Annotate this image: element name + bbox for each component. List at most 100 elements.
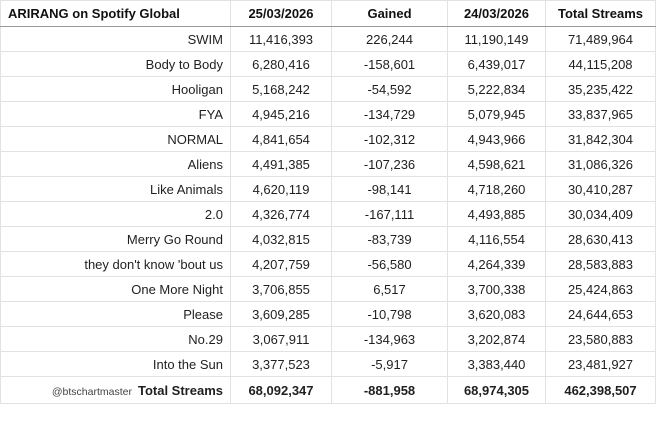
song-cell[interactable]: Body to Body xyxy=(0,51,231,77)
table-row: Like Animals 4,620,119 -98,141 4,718,260 30,… xyxy=(0,176,656,202)
song-cell[interactable]: Into the Sun xyxy=(0,351,231,377)
date-current-cell[interactable]: 4,620,119 xyxy=(230,176,332,202)
totals-date-current[interactable]: 68,092,347 xyxy=(230,376,332,404)
total-streams-cell[interactable]: 30,410,287 xyxy=(545,176,656,202)
song-cell[interactable]: they don't know 'bout us xyxy=(0,251,231,277)
gained-cell[interactable]: -107,236 xyxy=(331,151,448,177)
song-cell[interactable]: Merry Go Round xyxy=(0,226,231,252)
table-body: SWIM 11,416,393 226,244 11,190,149 71,489,96… xyxy=(0,26,656,377)
total-streams-cell[interactable]: 35,235,422 xyxy=(545,76,656,102)
date-current-cell[interactable]: 6,280,416 xyxy=(230,51,332,77)
date-previous-cell[interactable]: 11,190,149 xyxy=(447,26,546,52)
date-current-cell[interactable]: 11,416,393 xyxy=(230,26,332,52)
song-cell[interactable]: FYA xyxy=(0,101,231,127)
date-previous-cell[interactable]: 3,383,440 xyxy=(447,351,546,377)
total-streams-cell[interactable]: 31,842,304 xyxy=(545,126,656,152)
streams-table: ARIRANG on Spotify Global 25/03/2026 Gai… xyxy=(0,0,656,404)
song-cell[interactable]: Please xyxy=(0,301,231,327)
totals-label: Total Streams xyxy=(137,382,223,398)
gained-cell[interactable]: -134,963 xyxy=(331,326,448,352)
total-streams-cell[interactable]: 44,115,208 xyxy=(545,51,656,77)
total-streams-cell[interactable]: 30,034,409 xyxy=(545,201,656,227)
song-cell[interactable]: NORMAL xyxy=(0,126,231,152)
table-row: FYA 4,945,216 -134,729 5,079,945 33,837,965 xyxy=(0,101,656,127)
gained-cell[interactable]: -134,729 xyxy=(331,101,448,127)
header-gained[interactable]: Gained xyxy=(331,0,448,27)
date-current-cell[interactable]: 3,067,911 xyxy=(230,326,332,352)
gained-cell[interactable]: -102,312 xyxy=(331,126,448,152)
date-current-cell[interactable]: 4,841,654 xyxy=(230,126,332,152)
date-current-cell[interactable]: 3,609,285 xyxy=(230,301,332,327)
table-row: SWIM 11,416,393 226,244 11,190,149 71,489,96… xyxy=(0,26,656,52)
total-streams-cell[interactable]: 28,583,883 xyxy=(545,251,656,277)
date-previous-cell[interactable]: 4,718,260 xyxy=(447,176,546,202)
date-previous-cell[interactable]: 4,598,621 xyxy=(447,151,546,177)
table-row: Please 3,609,285 -10,798 3,620,083 24,644,65… xyxy=(0,301,656,327)
header-title[interactable]: ARIRANG on Spotify Global xyxy=(0,0,231,27)
gained-cell[interactable]: -167,111 xyxy=(331,201,448,227)
total-streams-cell[interactable]: 31,086,326 xyxy=(545,151,656,177)
header-date-previous[interactable]: 24/03/2026 xyxy=(447,0,546,27)
totals-gained[interactable]: -881,958 xyxy=(331,376,448,404)
date-current-cell[interactable]: 4,207,759 xyxy=(230,251,332,277)
date-previous-cell[interactable]: 6,439,017 xyxy=(447,51,546,77)
date-current-cell[interactable]: 3,706,855 xyxy=(230,276,332,302)
credit-handle: @btschartmaster xyxy=(51,385,132,398)
date-previous-cell[interactable]: 5,079,945 xyxy=(447,101,546,127)
table-row: One More Night 3,706,855 6,517 3,700,338 25,… xyxy=(0,276,656,302)
date-previous-cell[interactable]: 3,202,874 xyxy=(447,326,546,352)
total-streams-cell[interactable]: 23,481,927 xyxy=(545,351,656,377)
header-date-current[interactable]: 25/03/2026 xyxy=(230,0,332,27)
song-cell[interactable]: No.29 xyxy=(0,326,231,352)
date-previous-cell[interactable]: 4,116,554 xyxy=(447,226,546,252)
header-row: ARIRANG on Spotify Global 25/03/2026 Gai… xyxy=(0,0,656,27)
total-streams-cell[interactable]: 25,424,863 xyxy=(545,276,656,302)
gained-cell[interactable]: 6,517 xyxy=(331,276,448,302)
total-streams-cell[interactable]: 33,837,965 xyxy=(545,101,656,127)
gained-cell[interactable]: 226,244 xyxy=(331,26,448,52)
table-row: they don't know 'bout us 4,207,759 -56,580… xyxy=(0,251,656,277)
table-row: Merry Go Round 4,032,815 -83,739 4,116,554 2… xyxy=(0,226,656,252)
date-current-cell[interactable]: 3,377,523 xyxy=(230,351,332,377)
gained-cell[interactable]: -54,592 xyxy=(331,76,448,102)
song-cell[interactable]: One More Night xyxy=(0,276,231,302)
song-cell[interactable]: Aliens xyxy=(0,151,231,177)
date-previous-cell[interactable]: 4,493,885 xyxy=(447,201,546,227)
table-row: No.29 3,067,911 -134,963 3,202,874 23,580,88… xyxy=(0,326,656,352)
total-streams-cell[interactable]: 71,489,964 xyxy=(545,26,656,52)
date-previous-cell[interactable]: 4,264,339 xyxy=(447,251,546,277)
gained-cell[interactable]: -56,580 xyxy=(331,251,448,277)
total-streams-cell[interactable]: 23,580,883 xyxy=(545,326,656,352)
date-previous-cell[interactable]: 5,222,834 xyxy=(447,76,546,102)
gained-cell[interactable]: -158,601 xyxy=(331,51,448,77)
date-previous-cell[interactable]: 4,943,966 xyxy=(447,126,546,152)
table-row: Into the Sun 3,377,523 -5,917 3,383,440 23,4… xyxy=(0,351,656,377)
totals-row: @btschartmaster Total Streams 68,092,347 … xyxy=(0,376,656,404)
gained-cell[interactable]: -5,917 xyxy=(331,351,448,377)
song-cell[interactable]: 2.0 xyxy=(0,201,231,227)
date-previous-cell[interactable]: 3,700,338 xyxy=(447,276,546,302)
table-row: Aliens 4,491,385 -107,236 4,598,621 31,086,3… xyxy=(0,151,656,177)
total-streams-cell[interactable]: 24,644,653 xyxy=(545,301,656,327)
total-streams-cell[interactable]: 28,630,413 xyxy=(545,226,656,252)
song-cell[interactable]: Hooligan xyxy=(0,76,231,102)
date-current-cell[interactable]: 4,032,815 xyxy=(230,226,332,252)
song-cell[interactable]: SWIM xyxy=(0,26,231,52)
gained-cell[interactable]: -83,739 xyxy=(331,226,448,252)
table-row: Body to Body 6,280,416 -158,601 6,439,017 44… xyxy=(0,51,656,77)
table-row: NORMAL 4,841,654 -102,312 4,943,966 31,842,3… xyxy=(0,126,656,152)
date-previous-cell[interactable]: 3,620,083 xyxy=(447,301,546,327)
gained-cell[interactable]: -10,798 xyxy=(331,301,448,327)
song-cell[interactable]: Like Animals xyxy=(0,176,231,202)
date-current-cell[interactable]: 4,491,385 xyxy=(230,151,332,177)
date-current-cell[interactable]: 5,168,242 xyxy=(230,76,332,102)
date-current-cell[interactable]: 4,326,774 xyxy=(230,201,332,227)
date-current-cell[interactable]: 4,945,216 xyxy=(230,101,332,127)
header-total-streams[interactable]: Total Streams xyxy=(545,0,656,27)
totals-label-cell[interactable]: @btschartmaster Total Streams xyxy=(0,376,231,404)
gained-cell[interactable]: -98,141 xyxy=(331,176,448,202)
totals-total-streams[interactable]: 462,398,507 xyxy=(545,376,656,404)
totals-date-previous[interactable]: 68,974,305 xyxy=(447,376,546,404)
table-row: Hooligan 5,168,242 -54,592 5,222,834 35,235,… xyxy=(0,76,656,102)
